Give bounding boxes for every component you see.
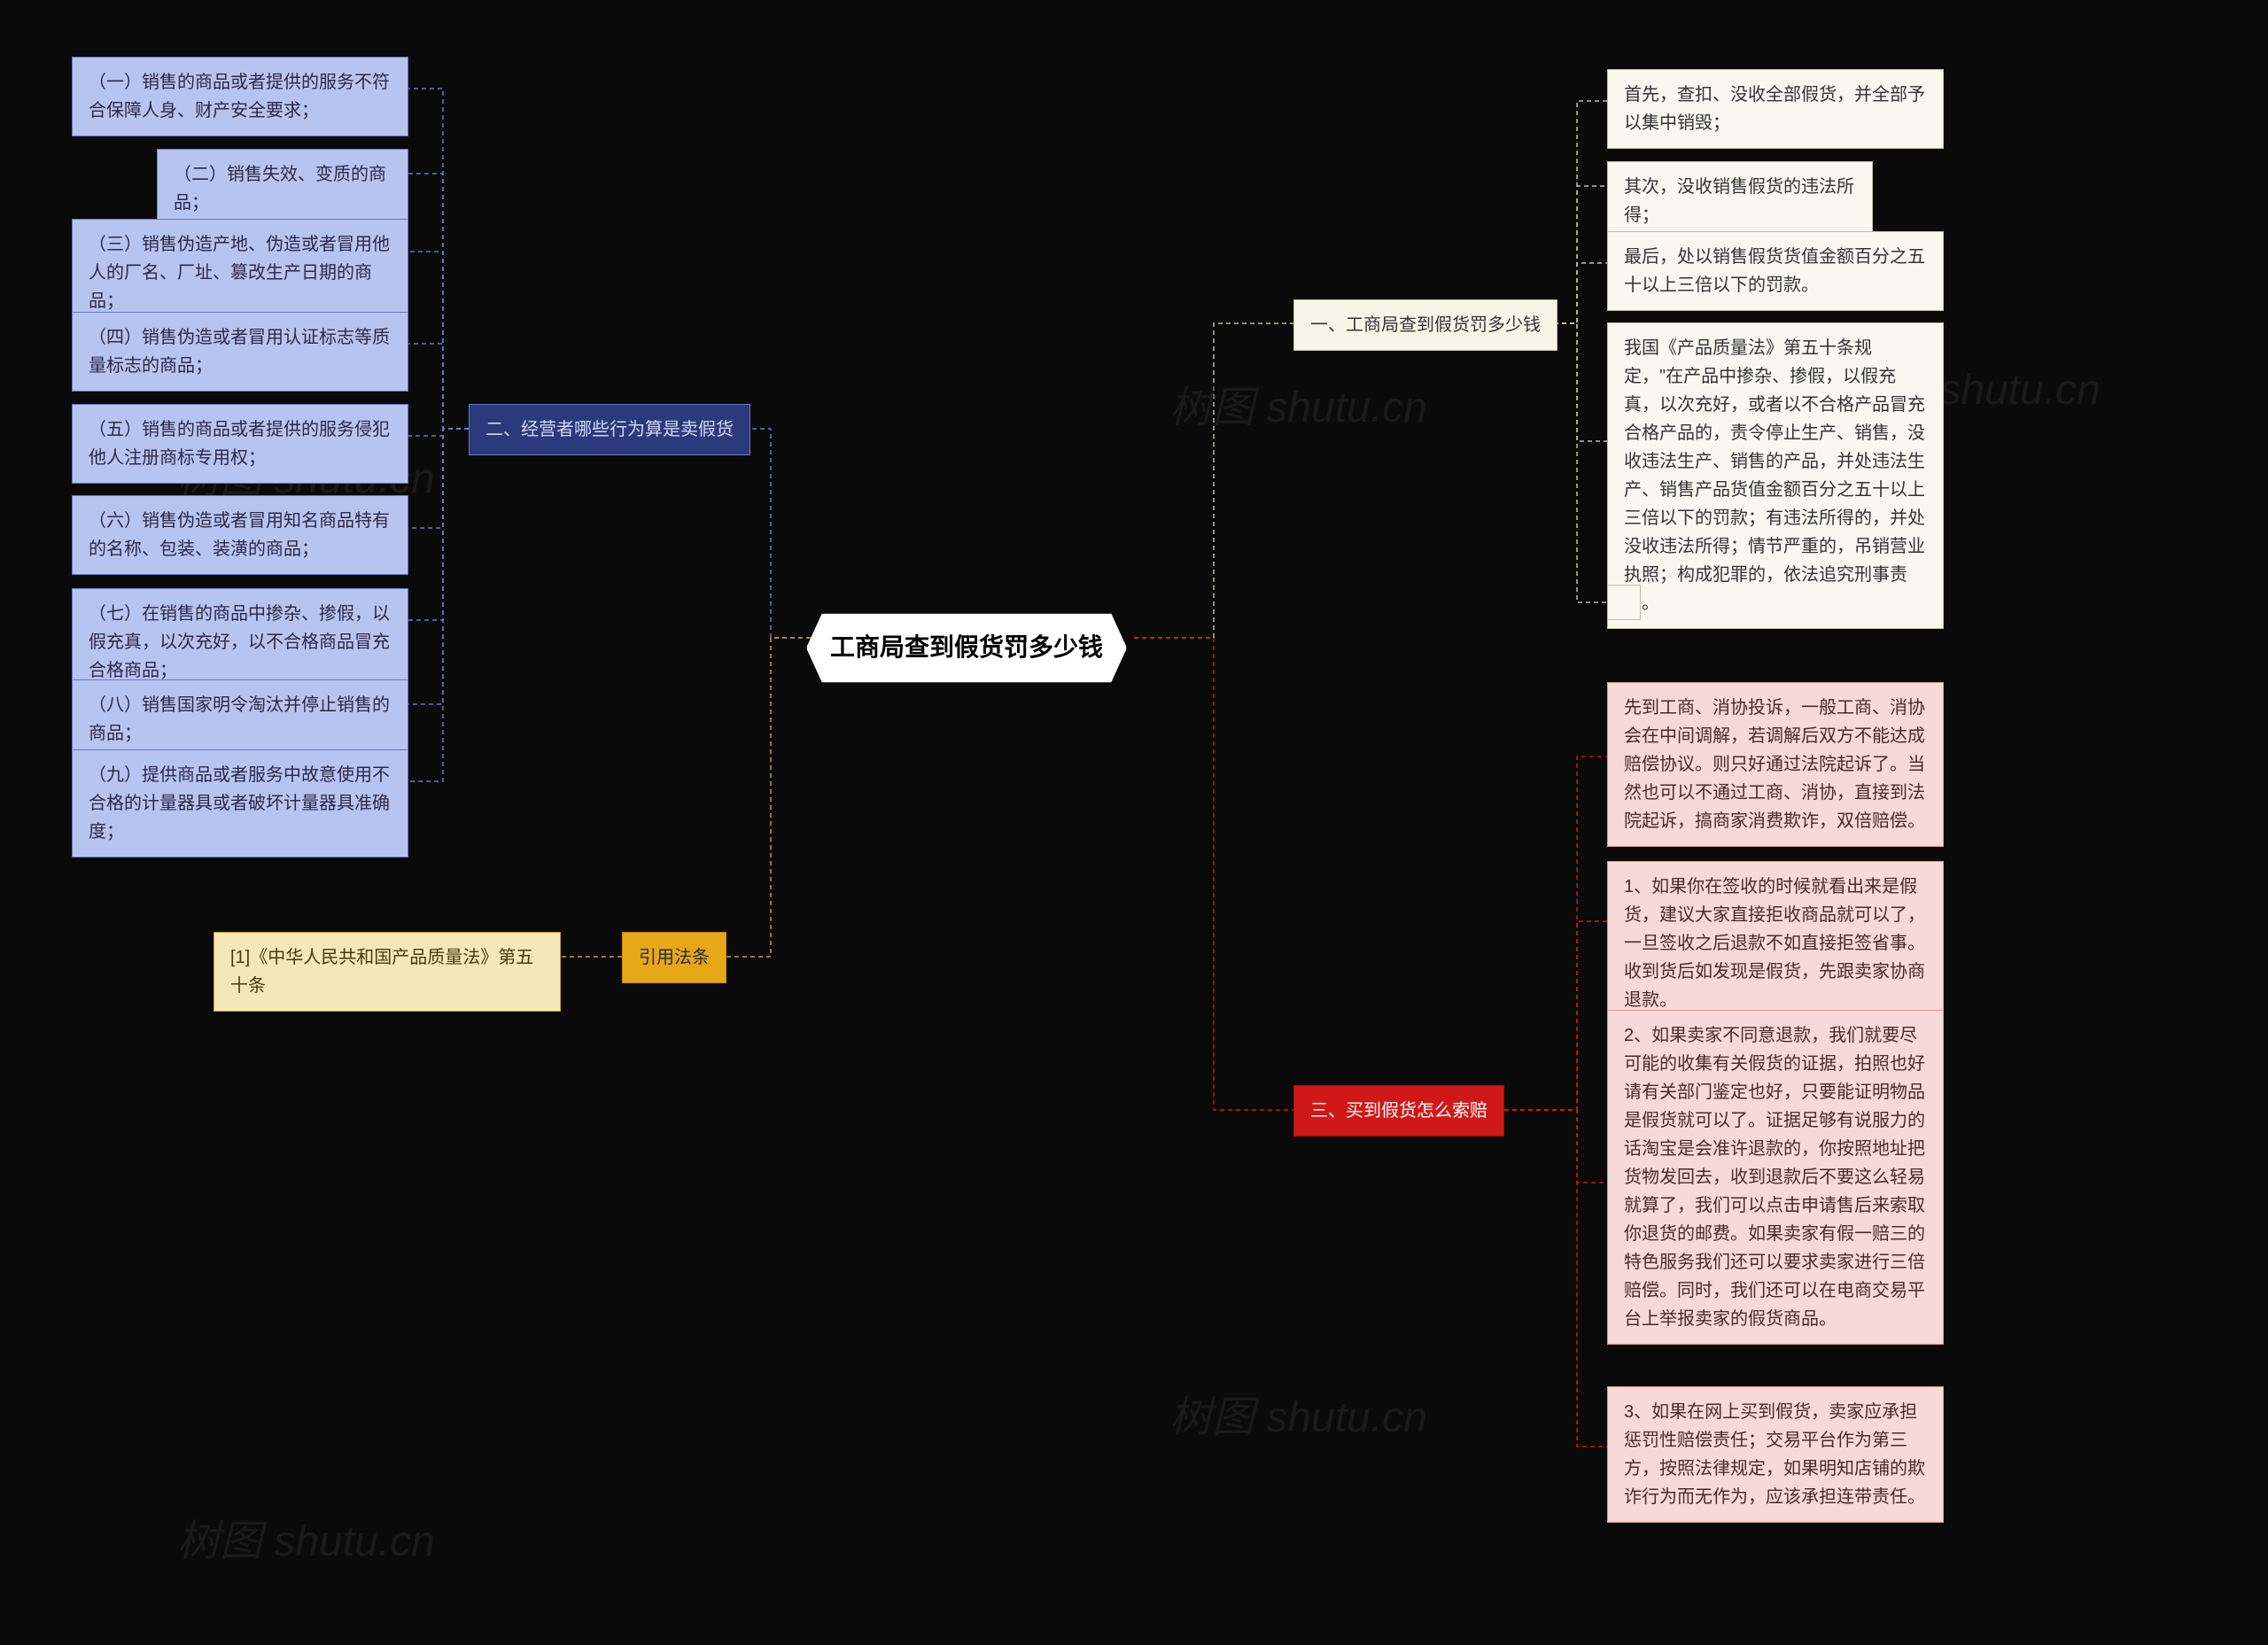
watermark: 树图 shutu.cn (1169, 372, 1427, 434)
watermark: 树图 shutu.cn (1169, 1382, 1427, 1444)
branch-4[interactable]: 引用法条 (622, 932, 726, 983)
leaf-node[interactable]: 其次，没收销售假货的违法所得； (1607, 161, 1873, 241)
leaf-node[interactable]: （三）销售伪造产地、伪造或者冒用他人的厂名、厂址、篡改生产日期的商品； (72, 219, 408, 327)
leaf-node[interactable]: 首先，查扣、没收全部假货，并全部予以集中销毁； (1607, 69, 1944, 149)
leaf-node[interactable]: （二）销售失效、变质的商品； (157, 149, 408, 229)
leaf-node[interactable]: 1、如果你在签收的时候就看出来是假货，建议大家直接拒收商品就可以了，一旦签收之后… (1607, 861, 1944, 1026)
center-node[interactable]: 工商局查到假货罚多少钱 (806, 613, 1127, 683)
branch-2[interactable]: 二、经营者哪些行为算是卖假货 (469, 404, 750, 455)
leaf-node[interactable]: 先到工商、消协投诉，一般工商、消协会在中间调解，若调解后双方不能达成赔偿协议。则… (1607, 682, 1944, 847)
leaf-node[interactable] (1607, 585, 1641, 620)
leaf-node[interactable]: （四）销售伪造或者冒用认证标志等质量标志的商品； (72, 312, 408, 392)
leaf-node[interactable]: （一）销售的商品或者提供的服务不符合保障人身、财产安全要求； (72, 57, 408, 136)
leaf-node[interactable]: （五）销售的商品或者提供的服务侵犯他人注册商标专用权； (72, 404, 408, 484)
leaf-node[interactable]: 2、如果卖家不同意退款，我们就要尽可能的收集有关假货的证据，拍照也好请有关部门鉴… (1607, 1010, 1944, 1345)
branch-3[interactable]: 三、买到假货怎么索赔 (1293, 1085, 1504, 1137)
leaf-node[interactable]: （九）提供商品或者服务中故意使用不合格的计量器具或者破坏计量器具准确度； (72, 749, 408, 857)
leaf-node[interactable]: （八）销售国家明令淘汰并停止销售的商品； (72, 679, 408, 759)
branch-1[interactable]: 一、工商局查到假货罚多少钱 (1293, 299, 1557, 351)
leaf-node[interactable]: 我国《产品质量法》第五十条规定，"在产品中掺杂、掺假，以假充真，以次充好，或者以… (1607, 322, 1944, 629)
leaf-node[interactable]: 3、如果在网上买到假货，卖家应承担惩罚性赔偿责任；交易平台作为第三方，按照法律规… (1607, 1386, 1944, 1523)
leaf-node[interactable]: 最后，处以销售假货货值金额百分之五十以上三倍以下的罚款。 (1607, 231, 1944, 311)
leaf-node[interactable]: [1]《中华人民共和国产品质量法》第五十条 (214, 932, 561, 1012)
watermark: 树图 shutu.cn (177, 1506, 435, 1568)
leaf-node[interactable]: （六）销售伪造或者冒用知名商品特有的名称、包装、装潢的商品； (72, 495, 408, 575)
